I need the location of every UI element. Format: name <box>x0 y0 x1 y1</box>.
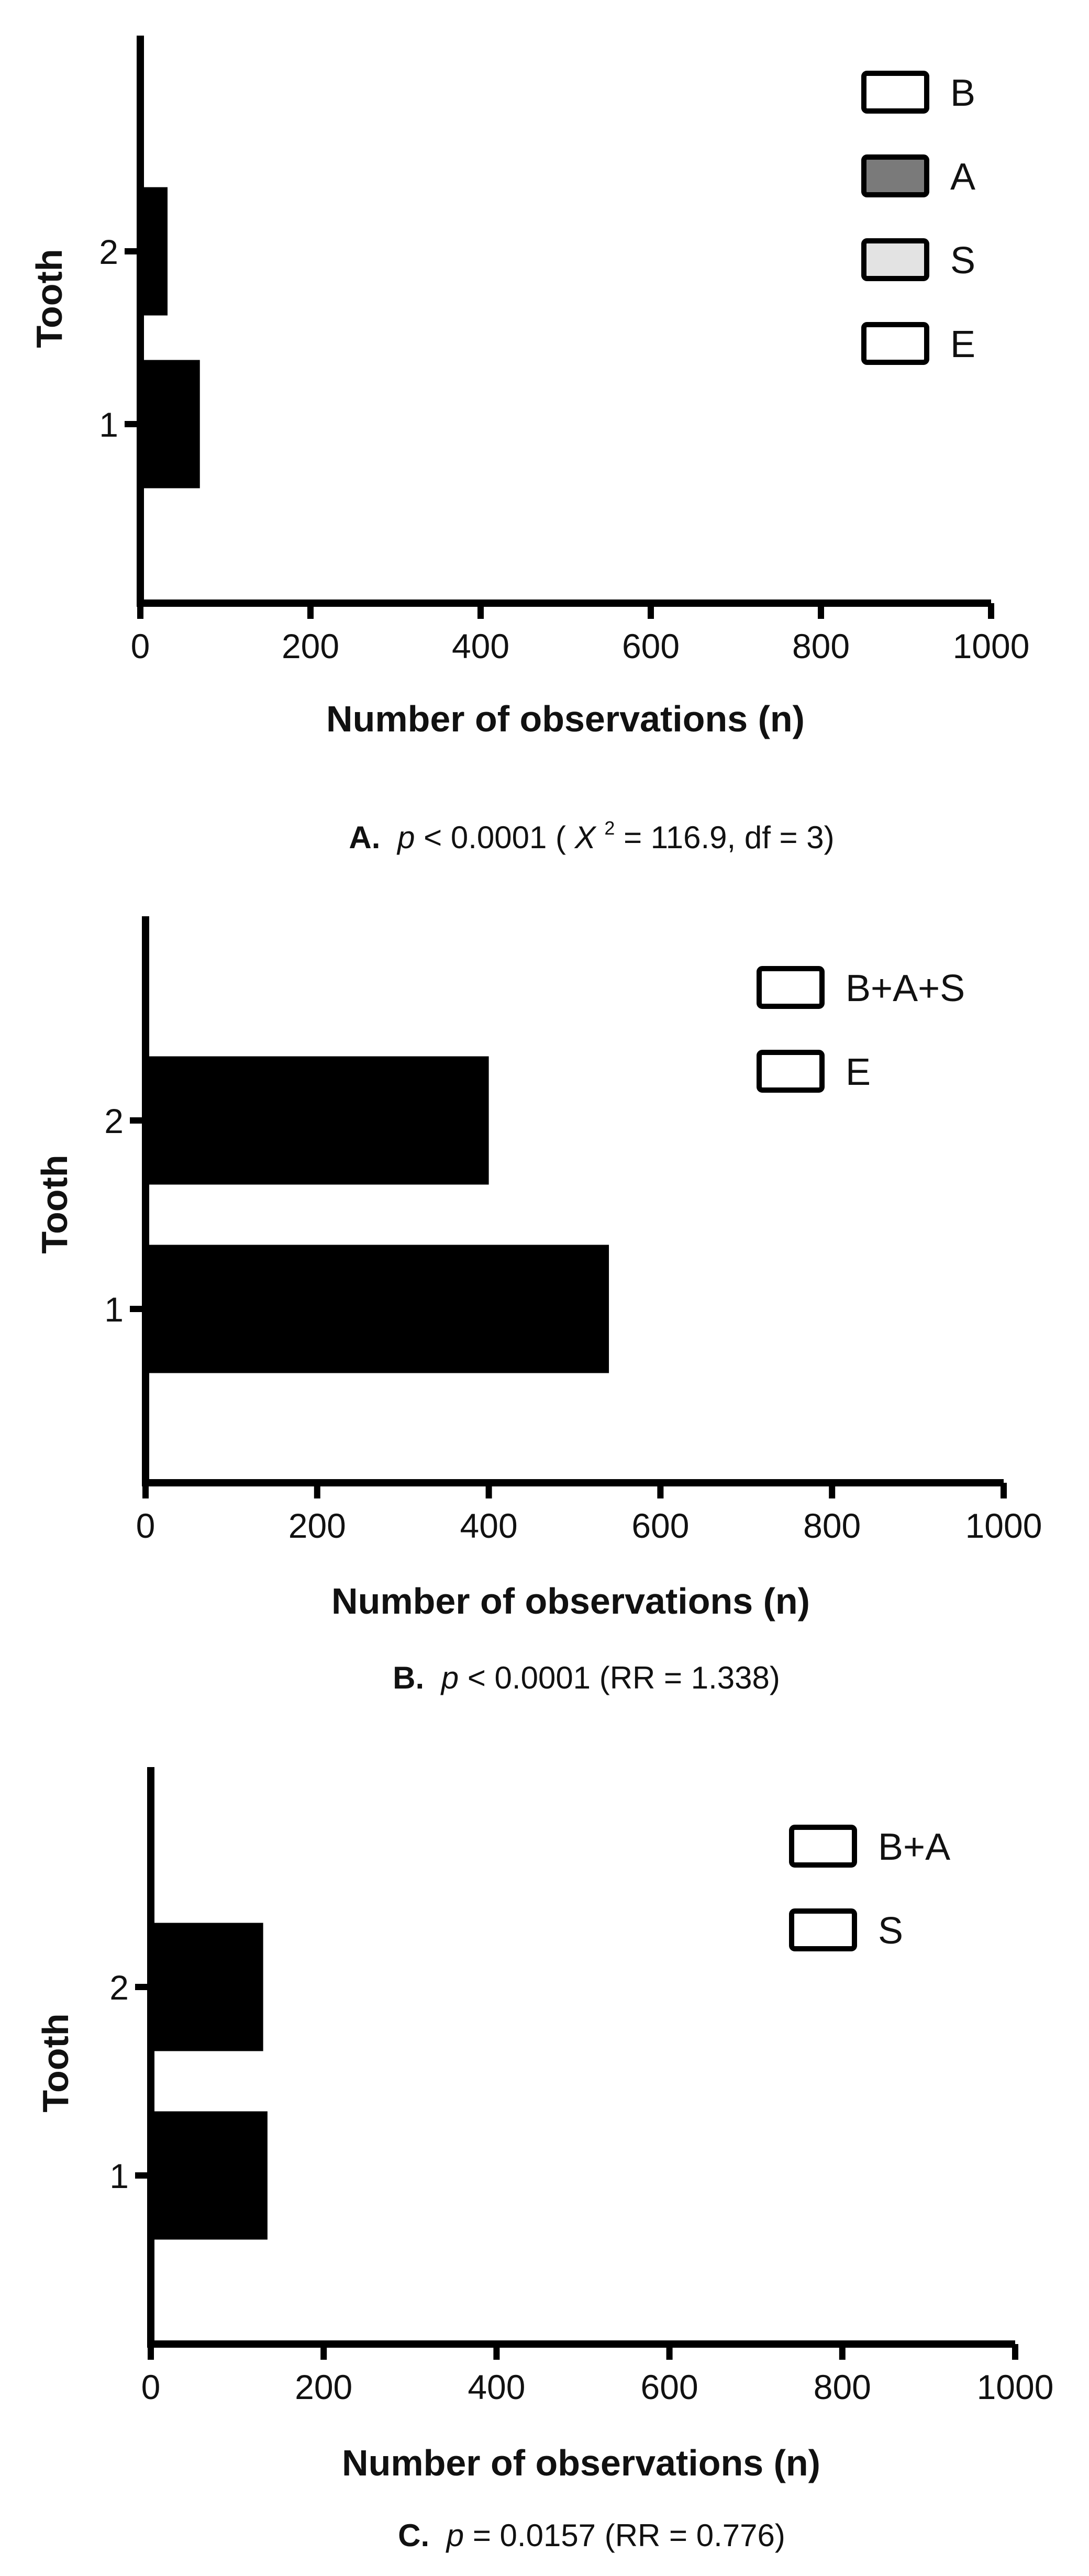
panel-c-caption-letter: C. <box>398 2518 429 2553</box>
panel-b-legend: B+A+S E <box>757 966 965 1093</box>
panel-c-x-tick-label-800: 800 <box>814 2368 871 2406</box>
panel-b-bars <box>146 1056 609 1373</box>
panel-b: 0 200 400 600 800 1000 12 Number of observati… <box>34 916 1042 1695</box>
panel-a-y-axis-title: Tooth <box>29 249 70 348</box>
panel-c-legend-label-s: S <box>878 1910 903 1952</box>
panel-b-x-tick-label-0: 0 <box>136 1506 155 1545</box>
panel-c-x-tick-label-0: 0 <box>141 2368 161 2406</box>
panel-c-x-tick-label-600: 600 <box>641 2368 698 2406</box>
panel-c-legend-swatch-b-a <box>789 1825 857 1868</box>
panel-a-y-ticks: 12 <box>99 232 140 444</box>
panel-a-caption-text-2: = 116.9, df = 3) <box>624 820 835 855</box>
panel-a-legend-swatch-s <box>861 238 929 281</box>
panel-b-y-tick-label-1: 1 <box>104 1290 124 1329</box>
panel-c-y-ticks: 12 <box>109 1968 151 2195</box>
panel-c-caption-p: p <box>446 2518 464 2553</box>
panel-c-bars <box>151 1923 268 2240</box>
panel-b-x-tick-label-200: 200 <box>288 1506 346 1545</box>
panel-a-legend: BAS E <box>861 71 975 365</box>
panel-a-x-tick-label-1000: 1000 <box>953 627 1030 665</box>
panel-a: 0 200 400 600 800 1000 12 Number of observati… <box>29 36 1029 855</box>
panel-b-legend-label-e: E <box>846 1051 871 1093</box>
panel-a-y-tick-label-1: 1 <box>99 405 118 444</box>
panel-b-x-tick-label-800: 800 <box>803 1506 861 1545</box>
panel-c-bar-b-a-tooth-2 <box>151 1923 263 2051</box>
panel-a-x-ticks: 0 200 400 600 800 1000 <box>131 603 1030 665</box>
panel-b-x-tick-label-1000: 1000 <box>965 1506 1042 1545</box>
panel-b-x-tick-label-600: 600 <box>631 1506 689 1545</box>
panel-b-caption-letter: B. <box>393 1660 424 1695</box>
panel-a-x-axis-title: Number of observations (n) <box>326 698 805 739</box>
panel-a-legend-swatch-e <box>861 322 929 365</box>
panel-a-legend-swatch-b <box>861 71 929 114</box>
panel-b-caption-text: < 0.0001 (RR = 1.338) <box>468 1660 780 1695</box>
panel-a-x-tick-label-400: 400 <box>452 627 509 665</box>
panel-a-bar-e-tooth-1 <box>140 360 200 488</box>
panel-c-x-tick-label-400: 400 <box>468 2368 525 2406</box>
panel-c-legend: B+A S <box>789 1825 950 1952</box>
panel-a-bar-e-tooth-2 <box>140 187 168 316</box>
panel-c-y-tick-label-2: 2 <box>109 1968 129 2007</box>
panel-b-y-ticks: 12 <box>104 1102 146 1329</box>
panel-c-y-axis-title: Tooth <box>35 2013 76 2112</box>
panel-a-legend-label-b: B <box>950 72 975 114</box>
panel-c-x-ticks: 0 200 400 600 800 1000 <box>141 2344 1054 2406</box>
panel-a-x-tick-label-800: 800 <box>792 627 850 665</box>
panel-a-x-tick-label-0: 0 <box>131 627 150 665</box>
panel-b-caption-p: p <box>440 1660 459 1695</box>
panel-a-caption-chi: X <box>574 820 597 855</box>
panel-c-x-tick-label-1000: 1000 <box>977 2368 1054 2406</box>
panel-a-caption-text: < 0.0001 ( <box>424 820 566 855</box>
panel-b-legend-swatch-b-a-s <box>757 966 825 1009</box>
panel-a-bars <box>140 187 200 488</box>
panel-b-y-axis-title: Tooth <box>34 1154 75 1253</box>
panel-a-legend-swatch-a <box>861 154 929 197</box>
panel-a-legend-label-e: E <box>950 324 975 365</box>
panel-b-y-tick-label-2: 2 <box>104 1102 124 1140</box>
panel-c-caption: C. p = 0.0157 (RR = 0.776) <box>398 2518 785 2553</box>
panel-c-x-tick-label-200: 200 <box>295 2368 352 2406</box>
panel-a-legend-label-a: A <box>950 156 975 198</box>
panel-b-x-axis-title: Number of observations (n) <box>331 1581 810 1622</box>
panel-a-caption: A. p < 0.0001 ( X 2 = 116.9, df = 3) <box>349 806 834 855</box>
panel-c-caption-text: = 0.0157 (RR = 0.776) <box>473 2518 785 2553</box>
panel-a-y-tick-label-2: 2 <box>99 232 118 271</box>
panel-b-caption: B. p < 0.0001 (RR = 1.338) <box>393 1660 780 1695</box>
panel-a-caption-p: p <box>396 820 415 855</box>
panel-b-bar-b-a-s-tooth-2 <box>146 1056 489 1185</box>
panel-c-x-axis-title: Number of observations (n) <box>342 2442 820 2483</box>
panel-a-x-tick-label-600: 600 <box>622 627 680 665</box>
panel-c-y-tick-label-1: 1 <box>109 2157 129 2195</box>
panel-c: 0 200 400 600 800 1000 12 Number of observati… <box>35 1767 1053 2553</box>
panel-a-legend-label-s: S <box>950 240 975 282</box>
panel-b-x-tick-label-400: 400 <box>460 1506 518 1545</box>
panel-a-x-tick-label-200: 200 <box>282 627 339 665</box>
panel-b-legend-swatch-e <box>757 1050 825 1093</box>
panel-b-bar-b-a-s-tooth-1 <box>146 1245 609 1373</box>
panel-c-legend-swatch-s <box>789 1908 857 1951</box>
panel-c-legend-label-b-a: B+A <box>878 1826 950 1868</box>
panel-b-legend-label-b-a-s: B+A+S <box>846 968 965 1009</box>
panel-a-caption-letter: A. <box>349 820 380 855</box>
panel-a-caption-sup: 2 <box>604 817 615 839</box>
panel-b-x-ticks: 0 200 400 600 800 1000 <box>136 1483 1042 1545</box>
panel-c-bar-b-a-tooth-1 <box>151 2111 268 2240</box>
